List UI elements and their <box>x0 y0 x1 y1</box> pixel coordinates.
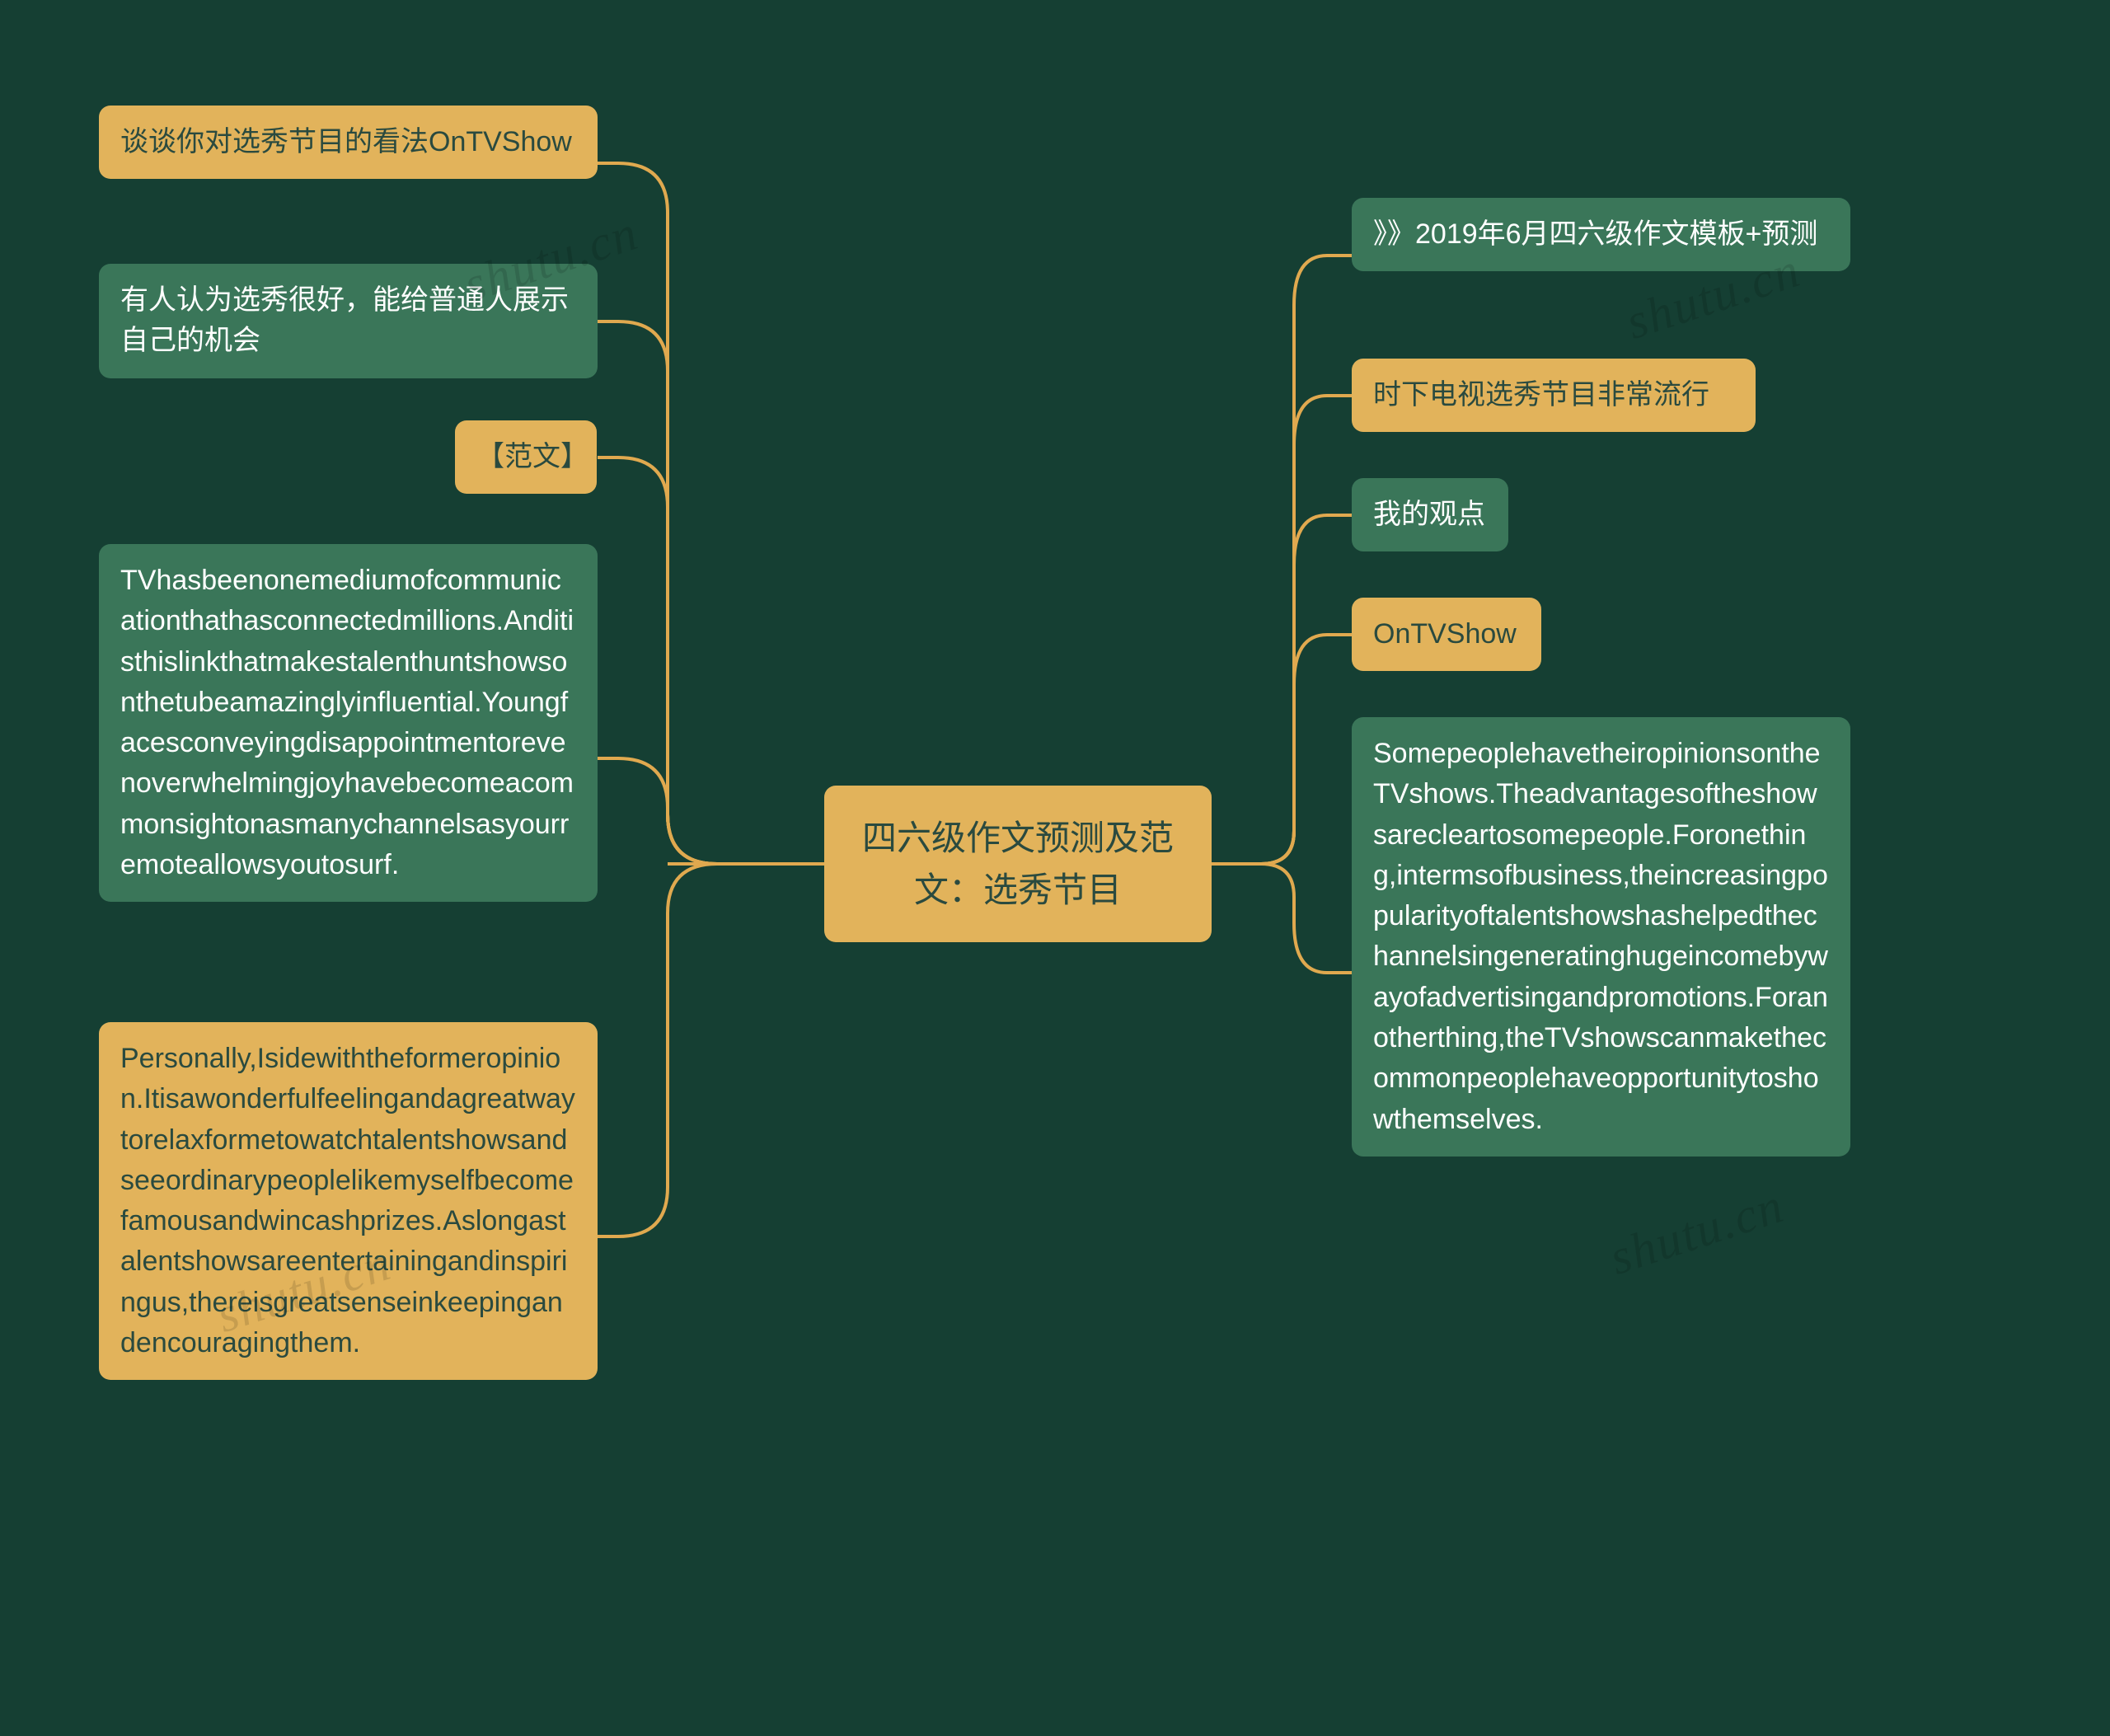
left-node-2: 有人认为选秀很好，能给普通人展示自己的机会 <box>99 264 598 378</box>
right-branch-2 <box>1261 396 1352 864</box>
right-branch-1 <box>1261 256 1352 864</box>
watermark-4: shutu.cn <box>1603 1177 1791 1287</box>
right-node-3: 我的观点 <box>1352 478 1508 551</box>
left-branch-1 <box>598 163 717 864</box>
right-node-4: OnTVShow <box>1352 598 1541 671</box>
right-branch-5 <box>1261 864 1352 973</box>
right-node-2: 时下电视选秀节目非常流行 <box>1352 359 1756 432</box>
left-node-5: Personally,Isidewiththeformeropinion.Iti… <box>99 1022 598 1380</box>
left-branch-5 <box>598 864 717 1236</box>
left-branch-2 <box>598 321 717 864</box>
left-branch-3 <box>598 457 717 864</box>
right-branch-4 <box>1261 635 1352 864</box>
left-node-1: 谈谈你对选秀节目的看法OnTVShow <box>99 106 598 179</box>
left-node-3: 【范文】 <box>455 420 597 494</box>
right-node-5: SomepeoplehavetheiropinionsontheTVshows.… <box>1352 717 1850 1157</box>
right-node-1: 》》2019年6月四六级作文模板+预测 <box>1352 198 1850 271</box>
left-branch-4 <box>598 758 717 864</box>
center-node: 四六级作文预测及范文：选秀节目 <box>824 786 1212 942</box>
right-branch-3 <box>1261 515 1352 864</box>
left-node-4: TVhasbeenonemediumofcommunicationthathas… <box>99 544 598 902</box>
